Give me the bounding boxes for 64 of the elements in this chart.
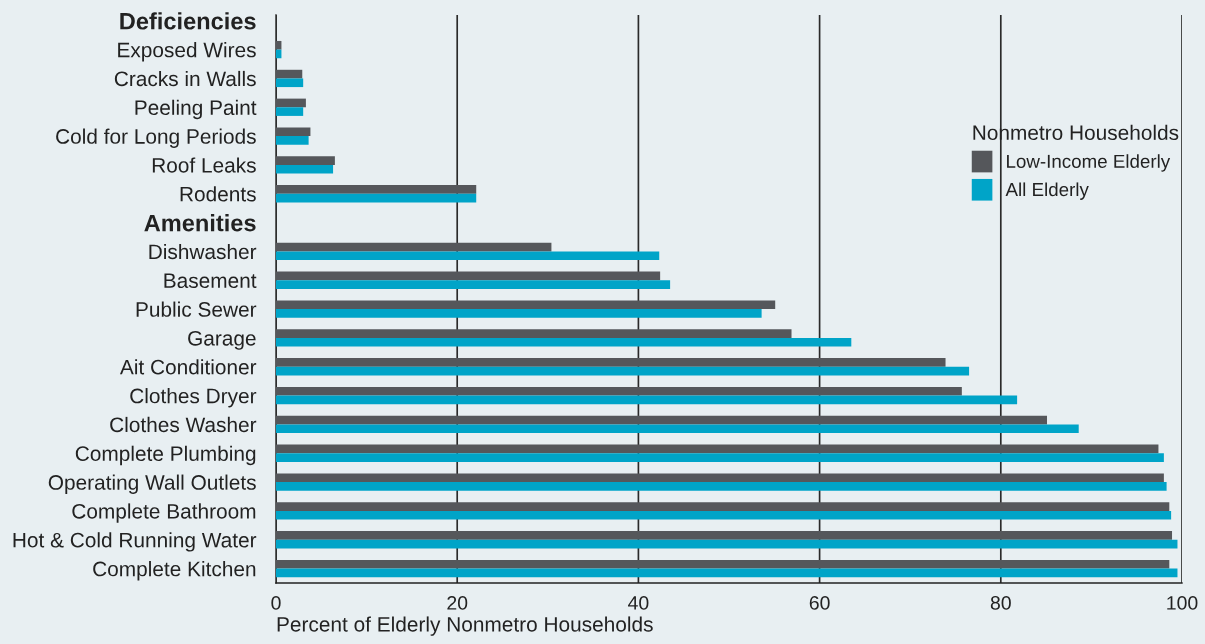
bar <box>276 193 477 203</box>
bar <box>276 568 1178 578</box>
y-tick-label: Rodents <box>180 186 256 202</box>
bar <box>276 156 335 165</box>
x-tick-label: 0 <box>271 596 281 610</box>
y-tick-label: Clothes Dryer <box>130 388 257 408</box>
bar <box>276 337 852 347</box>
y-tick-label: Cracks in Walls <box>114 70 256 87</box>
y-tick-label: Public Sewer <box>136 301 257 317</box>
bar <box>276 502 1170 511</box>
bar <box>276 539 1178 549</box>
bar <box>276 424 1079 434</box>
bar <box>276 531 1173 540</box>
bar <box>276 444 1159 454</box>
bar <box>276 482 1167 491</box>
y-tick-label: Roof Leaks <box>152 157 256 173</box>
bar <box>276 127 311 137</box>
y-tick-label: Amenities <box>144 214 256 232</box>
bar <box>276 559 1170 569</box>
y-tick-label: Hot & Cold Running Water <box>13 532 257 552</box>
y-tick-label: Complete Plumbing <box>75 445 256 466</box>
bar <box>276 473 1164 483</box>
y-tick-label: Peeling Paint <box>135 99 257 120</box>
legend-label: All Elderly <box>1005 182 1089 200</box>
bar <box>276 185 477 194</box>
legend-label: Low-Income Elderly <box>1007 154 1171 172</box>
x-tick-label: 80 <box>990 596 1011 610</box>
y-tick-label: Complete Bathroom <box>72 503 256 523</box>
y-tick-label: Operating Wall Outlets <box>48 474 256 494</box>
bar <box>276 242 552 252</box>
y-tick-label: Complete Kitchen <box>93 561 256 581</box>
bar <box>276 300 776 310</box>
bar <box>276 453 1164 462</box>
x-tick-label: 40 <box>628 596 649 610</box>
bar <box>276 107 304 116</box>
y-tick-label: Cold for Long Periods <box>56 128 256 148</box>
y-tick-label: Garage <box>188 330 256 350</box>
bar <box>276 329 792 338</box>
y-tick-label: Ait Conditioner <box>119 359 257 375</box>
bar <box>276 271 661 281</box>
bar <box>276 98 306 108</box>
bar <box>276 69 303 79</box>
bar <box>276 280 671 289</box>
y-tick-label: Deficiencies <box>120 12 256 30</box>
y-tick-label: Clothes Washer <box>110 416 257 433</box>
bar <box>276 415 1048 425</box>
bar <box>276 510 1172 520</box>
bar <box>276 366 970 376</box>
x-axis-title: Percent of Elderly Nonmetro Households <box>277 616 653 636</box>
bar <box>276 395 1018 405</box>
bar <box>276 40 282 50</box>
bar <box>276 309 762 318</box>
x-tick-label: 100 <box>1167 596 1198 610</box>
bar <box>276 164 334 174</box>
bar <box>276 251 660 261</box>
bar <box>276 136 309 145</box>
bar <box>276 358 946 367</box>
x-tick-label: 20 <box>447 596 468 610</box>
bar <box>276 78 304 88</box>
y-tick-label: Dishwasher <box>149 243 257 260</box>
y-tick-label: Exposed Wires <box>118 42 256 62</box>
x-tick-label: 60 <box>809 596 830 610</box>
bar <box>276 386 962 396</box>
y-tick-label: Basement <box>164 273 257 289</box>
